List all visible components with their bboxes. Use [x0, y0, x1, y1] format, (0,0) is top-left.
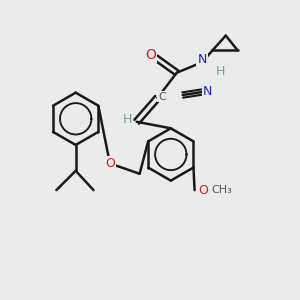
Text: N: N	[197, 53, 207, 66]
Text: H: H	[216, 65, 225, 78]
Text: O: O	[105, 157, 115, 170]
Text: C: C	[158, 92, 166, 101]
Text: H: H	[122, 113, 132, 126]
Text: CH₃: CH₃	[211, 185, 232, 195]
Text: O: O	[198, 184, 208, 197]
Text: O: O	[145, 48, 156, 62]
Text: N: N	[203, 85, 212, 98]
